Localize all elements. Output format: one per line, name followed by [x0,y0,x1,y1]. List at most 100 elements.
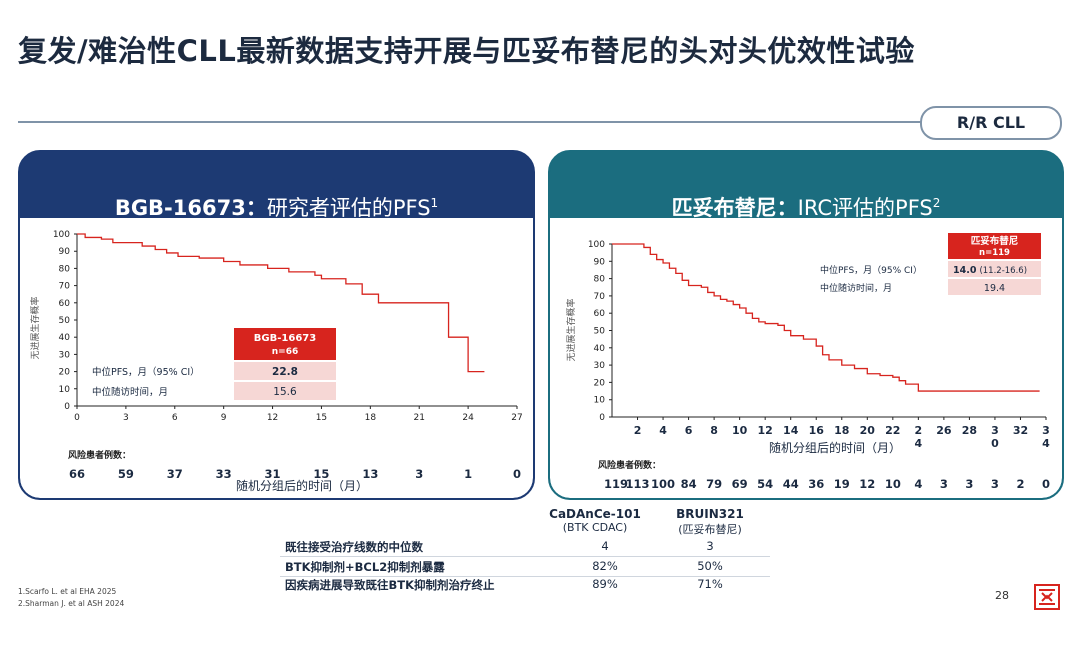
right-x-tick-label: 4 [659,424,667,437]
right-y-tick-label: 90 [594,257,606,267]
left-x-tick-label: 9 [221,413,227,423]
row-divider [280,576,770,577]
left-risk-count: 59 [118,467,134,481]
right-y-tick-label: 100 [588,240,605,250]
right-x-tick-label: 12 [758,424,773,437]
right-risk-count: 3 [965,477,973,491]
left-risk-count: 37 [167,467,183,481]
left-risk-label: 风险患者例数： [68,449,131,461]
left-panel-body: 无进展生存概率 随机分组后的时间（月） 0 10 20 30 40 50 60 70 80 90 1… [20,218,533,498]
page-title: 复发/难治性CLL最新数据支持开展与匹妥布替尼的头对头优效性试验 [18,34,915,68]
right-x-tick-label: 8 [710,424,718,437]
right-x-axis-label: 随机分组后的时间（月） [769,440,901,455]
left-x-tick-label: 21 [413,413,424,423]
left-y-tick-label: 60 [59,299,71,309]
right-panel-title-bold: 匹妥布替尼： [671,196,798,220]
right-box-header [948,233,1041,259]
row-label-prior-lines: 既往接受治疗线数的中位数 [285,540,423,554]
right-risk-count: 84 [681,477,697,491]
right-y-tick-label: 40 [594,344,606,354]
right-panel: 匹妥布替尼：IRC评估的PFS2 无进展生存概率 随机分组后的时间（月） 0 10… [548,150,1064,500]
right-risk-count: 36 [808,477,824,491]
indication-tag: R/R CLL [920,106,1062,140]
right-box-n: n=119 [979,248,1010,258]
left-box-row2 [234,382,336,400]
right-risk-label: 风险患者例数： [598,459,661,471]
right-risk-count: 3 [991,477,999,491]
right-x-tick-label: 28 [962,424,977,437]
left-risk-count: 15 [313,467,329,481]
title-divider [18,121,923,123]
right-x-tick-label: 3 [1042,424,1050,437]
right-box-row1 [948,261,1041,277]
right-km-chart: 无进展生存概率 随机分组后的时间（月） 01020304050607080901… [565,233,1050,491]
right-x-tick-label: 2 [915,424,923,437]
right-box-row2 [948,279,1041,295]
left-risk-count: 0 [513,467,521,481]
reference-2: 2.Sharman J. et al ASH 2024 [18,599,125,608]
company-logo-icon [1034,584,1060,610]
cell-btk-bcl2-bruin: 50% [697,559,723,573]
right-panel-body: 无进展生存概率 随机分组后的时间（月） 0 10 20 30 40 50 60 70 80 90 1… [550,218,1062,498]
right-y-tick-label: 30 [594,361,606,371]
left-x-tick-label: 3 [123,413,129,423]
right-x-tick-label: 22 [885,424,900,437]
col1-title: CaDAnCe-101 [549,507,641,521]
reference-1: 1.Scarfo L. et al EHA 2025 [18,587,117,596]
left-x-tick-label: 6 [172,413,178,423]
col-header-cadance: CaDAnCe-101 (BTK CDAC) [525,507,665,534]
cell-discontinuation-bruin: 71% [697,577,723,591]
right-x-tick-label: 0 [991,437,999,450]
left-x-tick-label: 27 [511,413,522,423]
left-panel-title-bold: BGB-16673： [114,196,267,220]
left-panel: BGB-16673：研究者评估的PFS1 无进展生存概率 随机分组后的时间（月）… [18,150,535,500]
right-y-tick-label: 50 [594,327,606,337]
left-panel-title: BGB-16673：研究者评估的PFS1 [20,152,533,224]
right-risk-count: 44 [783,477,799,491]
left-x-tick-label: 15 [316,413,327,423]
left-median-pfs-label: 中位PFS，月（95% CI） [92,366,200,378]
right-x-tick-label: 3 [991,424,999,437]
right-x-tick-label: 10 [732,424,748,437]
right-y-tick-label: 20 [594,378,606,388]
right-risk-count: 10 [885,477,901,491]
right-x-tick-label: 20 [860,424,876,437]
left-box-n: n=66 [272,347,298,357]
left-risk-count: 31 [265,467,281,481]
left-risk-count: 3 [415,467,423,481]
right-x-tick-label: 14 [783,424,799,437]
right-risk-count: 100 [651,477,675,491]
left-risk-count: 1 [464,467,472,481]
right-risk-count: 0 [1042,477,1050,491]
left-x-tick-label: 0 [74,413,80,423]
page-number: 28 [995,589,1009,602]
left-y-tick-label: 70 [59,282,71,292]
row-divider [280,556,770,557]
left-y-tick-label: 80 [59,264,71,274]
left-risk-count: 66 [69,467,85,481]
left-km-chart: 无进展生存概率 随机分组后的时间（月） 01020304050607080901… [29,230,523,493]
right-median-pfs-label: 中位PFS，月（95% CI） [820,264,922,276]
left-y-tick-label: 0 [64,402,70,412]
right-risk-count: 19 [834,477,850,491]
right-km-curve [612,243,1040,392]
right-y-tick-label: 60 [594,309,606,319]
right-risk-count: 4 [914,477,922,491]
right-panel-title: 匹妥布替尼：IRC评估的PFS2 [550,152,1062,224]
right-x-tick-label: 2 [634,424,642,437]
left-y-tick-label: 10 [59,385,71,395]
right-box-title: 匹妥布替尼 [971,235,1019,247]
left-box-header [234,328,336,360]
left-y-tick-label: 30 [59,350,71,360]
left-x-axis-label: 随机分组后的时间（月） [236,478,368,493]
row-label-btk-bcl2: BTK抑制剂+BCL2抑制剂暴露 [285,560,445,574]
right-y-axis-label: 无进展生存概率 [565,298,577,361]
cell-btk-bcl2-cadance: 82% [592,559,618,573]
col2-subtitle: (匹妥布替尼) [678,523,742,536]
references: 1.Scarfo L. et al EHA 2025 2.Sharman J. … [18,586,124,610]
right-x-tick-label: 18 [834,424,849,437]
right-x-tick-label: 16 [809,424,825,437]
left-panel-title-sup: 1 [430,196,439,210]
right-panel-title-sup: 2 [932,196,941,210]
left-x-tick-label: 18 [365,413,377,423]
